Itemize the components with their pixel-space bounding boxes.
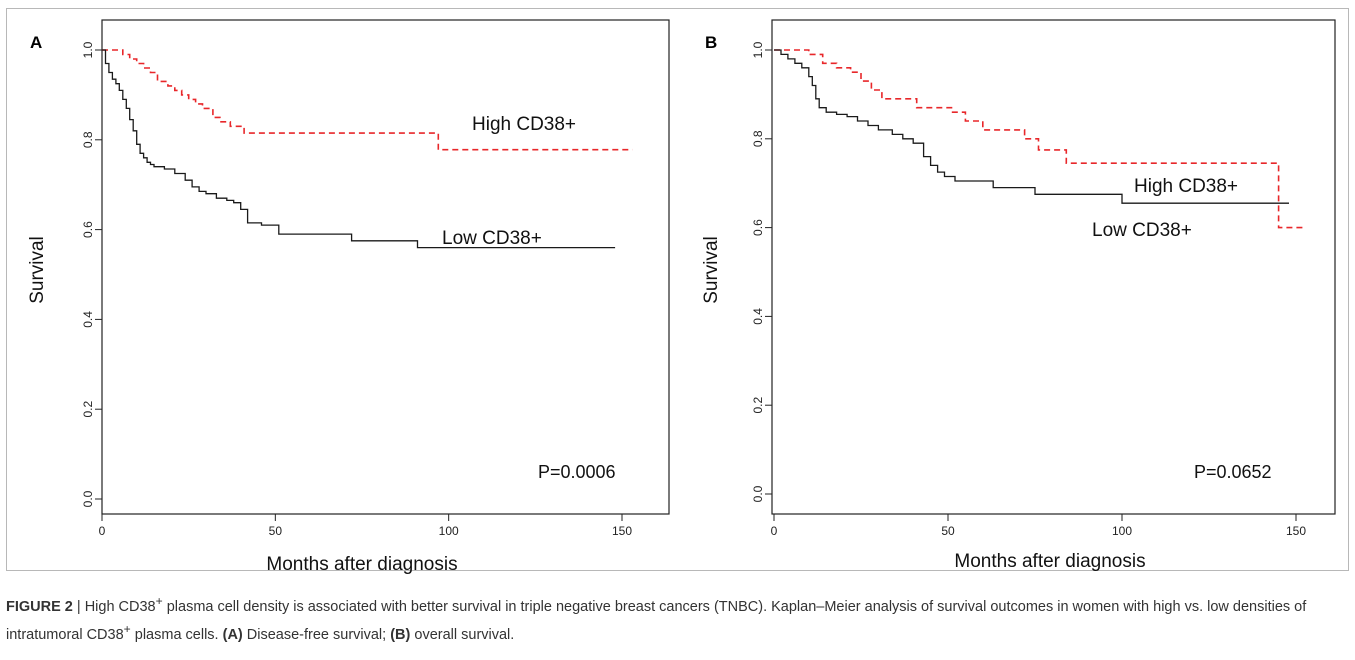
y-tick-label: 0.0: [81, 490, 95, 507]
caption-text-1: High CD38: [84, 598, 156, 615]
y-tick-label: 0.6: [81, 221, 95, 238]
y-tick-label: 1.0: [81, 41, 95, 58]
x-axis-label: Months after diagnosis: [954, 551, 1145, 572]
x-tick-label: 100: [439, 524, 459, 538]
x-tick-label: 50: [941, 524, 955, 538]
x-axis-label: Months after diagnosis: [266, 554, 457, 575]
caption-text-3: plasma cells.: [130, 626, 223, 643]
caption-label: FIGURE 2: [6, 598, 73, 615]
x-tick-label: 0: [99, 524, 106, 538]
x-tick-label: 0: [771, 524, 778, 538]
y-tick-label: 0.4: [81, 311, 95, 328]
panel-letter: B: [705, 33, 717, 52]
y-tick-label: 0.0: [751, 485, 765, 502]
figure-panels: 0 50 100 150 0.0 0.2 0.4 0.6 0.8 1.0 A Months after…: [27, 19, 1336, 575]
caption-text-a: Disease-free survival;: [242, 626, 391, 643]
x-tick-label: 100: [1112, 524, 1132, 538]
series-label-high: High CD38+: [472, 114, 576, 135]
survival-curve-low: [102, 49, 616, 249]
panel-a: 0 50 100 150 0.0 0.2 0.4 0.6 0.8 1.0 A Months after…: [27, 19, 670, 575]
caption-superscript-1: +: [155, 594, 163, 608]
figure-caption: FIGURE 2 | High CD38+ plasma cell densit…: [6, 590, 1349, 646]
p-value-label: P=0.0652: [1194, 462, 1272, 482]
caption-superscript-2: +: [123, 621, 131, 636]
plot-frame: [771, 19, 1336, 515]
plot-frame: [101, 19, 670, 515]
figure-frame: [6, 8, 1349, 571]
caption-ref-a: (A): [222, 626, 243, 643]
y-tick-label: 0.6: [751, 219, 765, 236]
caption-text-2: plasma cell density is associated with b…: [6, 598, 1307, 643]
series-label-low: Low CD38+: [1092, 220, 1192, 241]
x-tick-label: 50: [269, 524, 283, 538]
y-axis-label: Survival: [701, 236, 722, 304]
caption-text-b: overall survival.: [410, 626, 515, 643]
series-label-high: High CD38+: [1134, 176, 1238, 197]
survival-curve-low: [774, 49, 1289, 204]
y-tick-label: 0.2: [81, 401, 95, 418]
panel-b: 0 50 100 150 0.0 0.2 0.4 0.6 0.8 1.0 B Months after…: [701, 19, 1336, 572]
y-tick-label: 1.0: [751, 41, 765, 58]
p-value-label: P=0.0006: [538, 462, 616, 482]
series-label-low: Low CD38+: [442, 228, 542, 249]
caption-ref-b: (B): [390, 626, 411, 643]
y-tick-label: 0.8: [751, 130, 765, 147]
panel-letter: A: [30, 33, 42, 52]
y-tick-label: 0.2: [751, 397, 765, 414]
y-axis-label: Survival: [27, 236, 48, 304]
survival-curve-high: [774, 49, 1307, 229]
y-tick-label: 0.4: [751, 308, 765, 325]
y-tick-label: 0.8: [81, 131, 95, 148]
caption-separator: |: [72, 598, 85, 615]
x-tick-label: 150: [1286, 524, 1306, 538]
survival-curve-high: [102, 49, 633, 151]
x-tick-label: 150: [612, 524, 632, 538]
